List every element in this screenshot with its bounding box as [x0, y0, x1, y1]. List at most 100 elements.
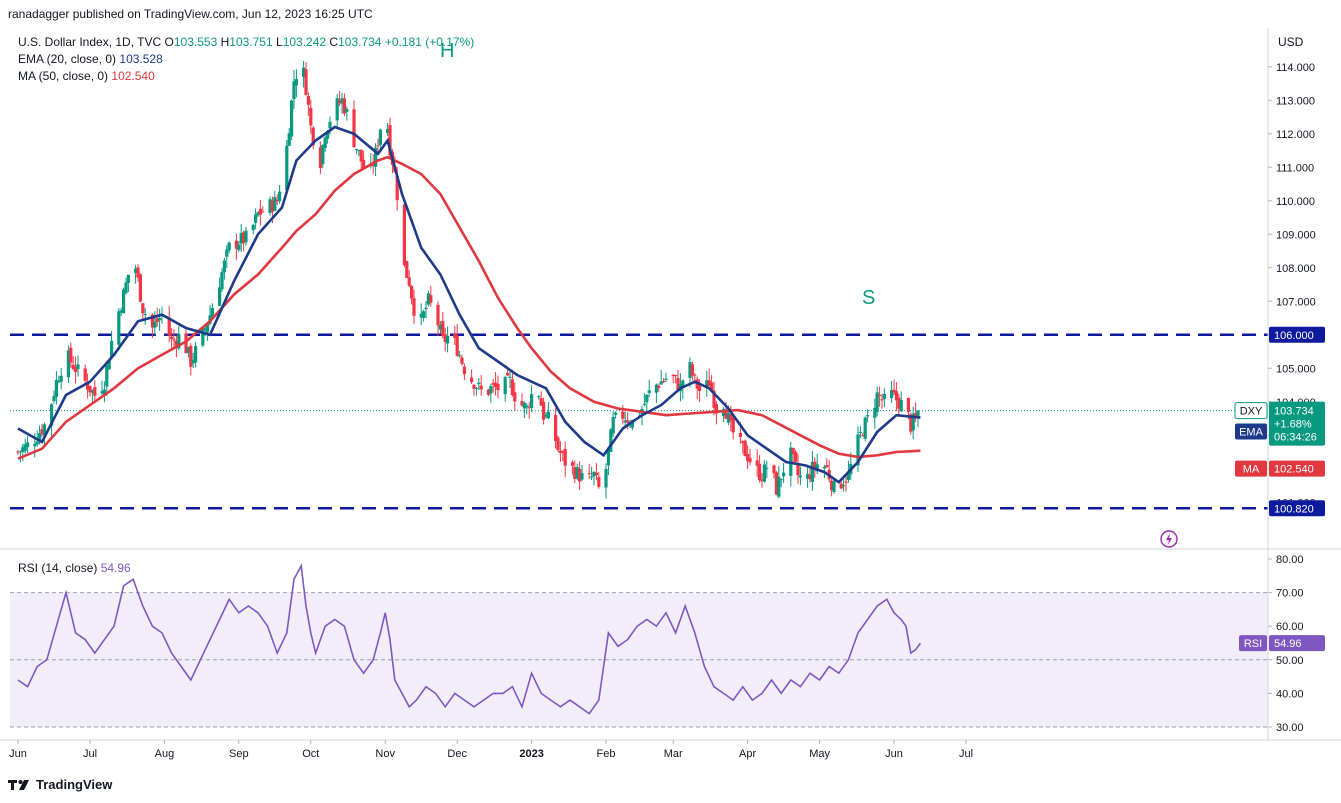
lightning-icon [1166, 533, 1172, 545]
candle-body [342, 98, 346, 114]
candle [201, 327, 205, 348]
candle-body [462, 366, 466, 375]
candle-body [268, 199, 272, 213]
ema-legend[interactable]: EMA (20, close, 0) 103.528 [18, 52, 163, 66]
symbol-name[interactable]: U.S. Dollar Index, 1D, TVC [18, 35, 162, 49]
candle-body [808, 474, 812, 480]
candle [66, 345, 70, 384]
tradingview-logo[interactable]: TradingView [8, 777, 112, 792]
candle-body [90, 390, 94, 393]
candle-body [35, 441, 39, 445]
candle-body [698, 385, 702, 391]
candle [561, 450, 565, 462]
candle-body [227, 242, 231, 251]
candle-body [539, 398, 543, 406]
candle [21, 443, 25, 462]
candle-body [755, 460, 759, 466]
candle [580, 465, 584, 482]
candle-body [587, 473, 591, 475]
candle [474, 386, 478, 396]
candle [654, 383, 658, 403]
support-tag: 100.820 [1269, 500, 1325, 517]
candle [539, 391, 543, 406]
candle-body [760, 479, 764, 482]
candle-body [412, 298, 416, 316]
candle [446, 326, 450, 353]
candle-body [244, 230, 248, 243]
candle [290, 99, 294, 141]
candle-body [407, 277, 411, 286]
currency-label: USD [1278, 35, 1304, 49]
candle-body [590, 476, 594, 478]
ma50-line [17, 155, 921, 460]
candle-body [105, 365, 109, 387]
candle-body [472, 384, 476, 389]
candle-body [66, 350, 70, 378]
price-tick-label: 108.000 [1276, 263, 1316, 275]
candle [664, 372, 668, 383]
candle-body [410, 285, 414, 299]
candle-body [275, 200, 279, 202]
time-tick-label: Jul [83, 748, 97, 760]
candle [878, 386, 882, 407]
candle [345, 106, 349, 121]
candle [287, 127, 291, 146]
candle-body [33, 444, 37, 447]
candle-body [354, 148, 358, 150]
candle-body [611, 416, 615, 434]
candle-body [592, 472, 596, 477]
time-tick-label: Feb [597, 748, 616, 760]
ema-tag-label-box [1235, 423, 1267, 440]
time-tick-label: Jul [959, 748, 973, 760]
candle-body [210, 307, 214, 318]
candle-body [340, 98, 344, 104]
candle-body [899, 399, 903, 412]
rsi-legend[interactable]: RSI (14, close) 54.96 [18, 561, 131, 575]
ma-legend[interactable]: MA (50, close, 0) 102.540 [18, 69, 155, 83]
candle-body [386, 129, 390, 134]
shoulder-annotation: S [862, 287, 876, 309]
candle-body [292, 81, 296, 100]
candle [304, 61, 308, 96]
candle [546, 402, 550, 420]
indicator-lines [17, 125, 922, 715]
candle [210, 303, 214, 319]
candle-body [578, 468, 582, 482]
candle-body [647, 390, 651, 394]
candle-body [491, 382, 495, 385]
time-tick-label: 2023 [519, 748, 543, 760]
candle-body [357, 150, 361, 152]
candle [556, 435, 560, 453]
candle [462, 363, 466, 380]
candle [407, 270, 411, 288]
candle-body [623, 420, 627, 423]
candle-body [688, 362, 692, 378]
candle [352, 100, 356, 148]
candle-body [722, 408, 726, 417]
candle [882, 388, 886, 408]
candle [748, 448, 752, 466]
candle [218, 277, 222, 307]
candle [810, 450, 814, 491]
candle-body [659, 381, 663, 385]
rsi-tick-label: 40.00 [1276, 688, 1304, 700]
candle-body [508, 376, 512, 378]
candle-body [712, 390, 716, 408]
candle [234, 233, 238, 261]
event-flash-icon[interactable] [1160, 530, 1178, 548]
candle [575, 463, 579, 481]
candle [453, 325, 457, 346]
candle [899, 391, 903, 412]
candle [69, 342, 73, 368]
candle-body [74, 366, 78, 373]
candle [844, 474, 848, 492]
candle [110, 330, 114, 360]
resistance-tag-box [1269, 326, 1325, 343]
candle-body [676, 378, 680, 392]
candle [544, 412, 548, 419]
candle-body [71, 364, 75, 369]
candle-body [270, 200, 274, 212]
candle-body [311, 127, 315, 146]
candle-body [309, 107, 313, 126]
